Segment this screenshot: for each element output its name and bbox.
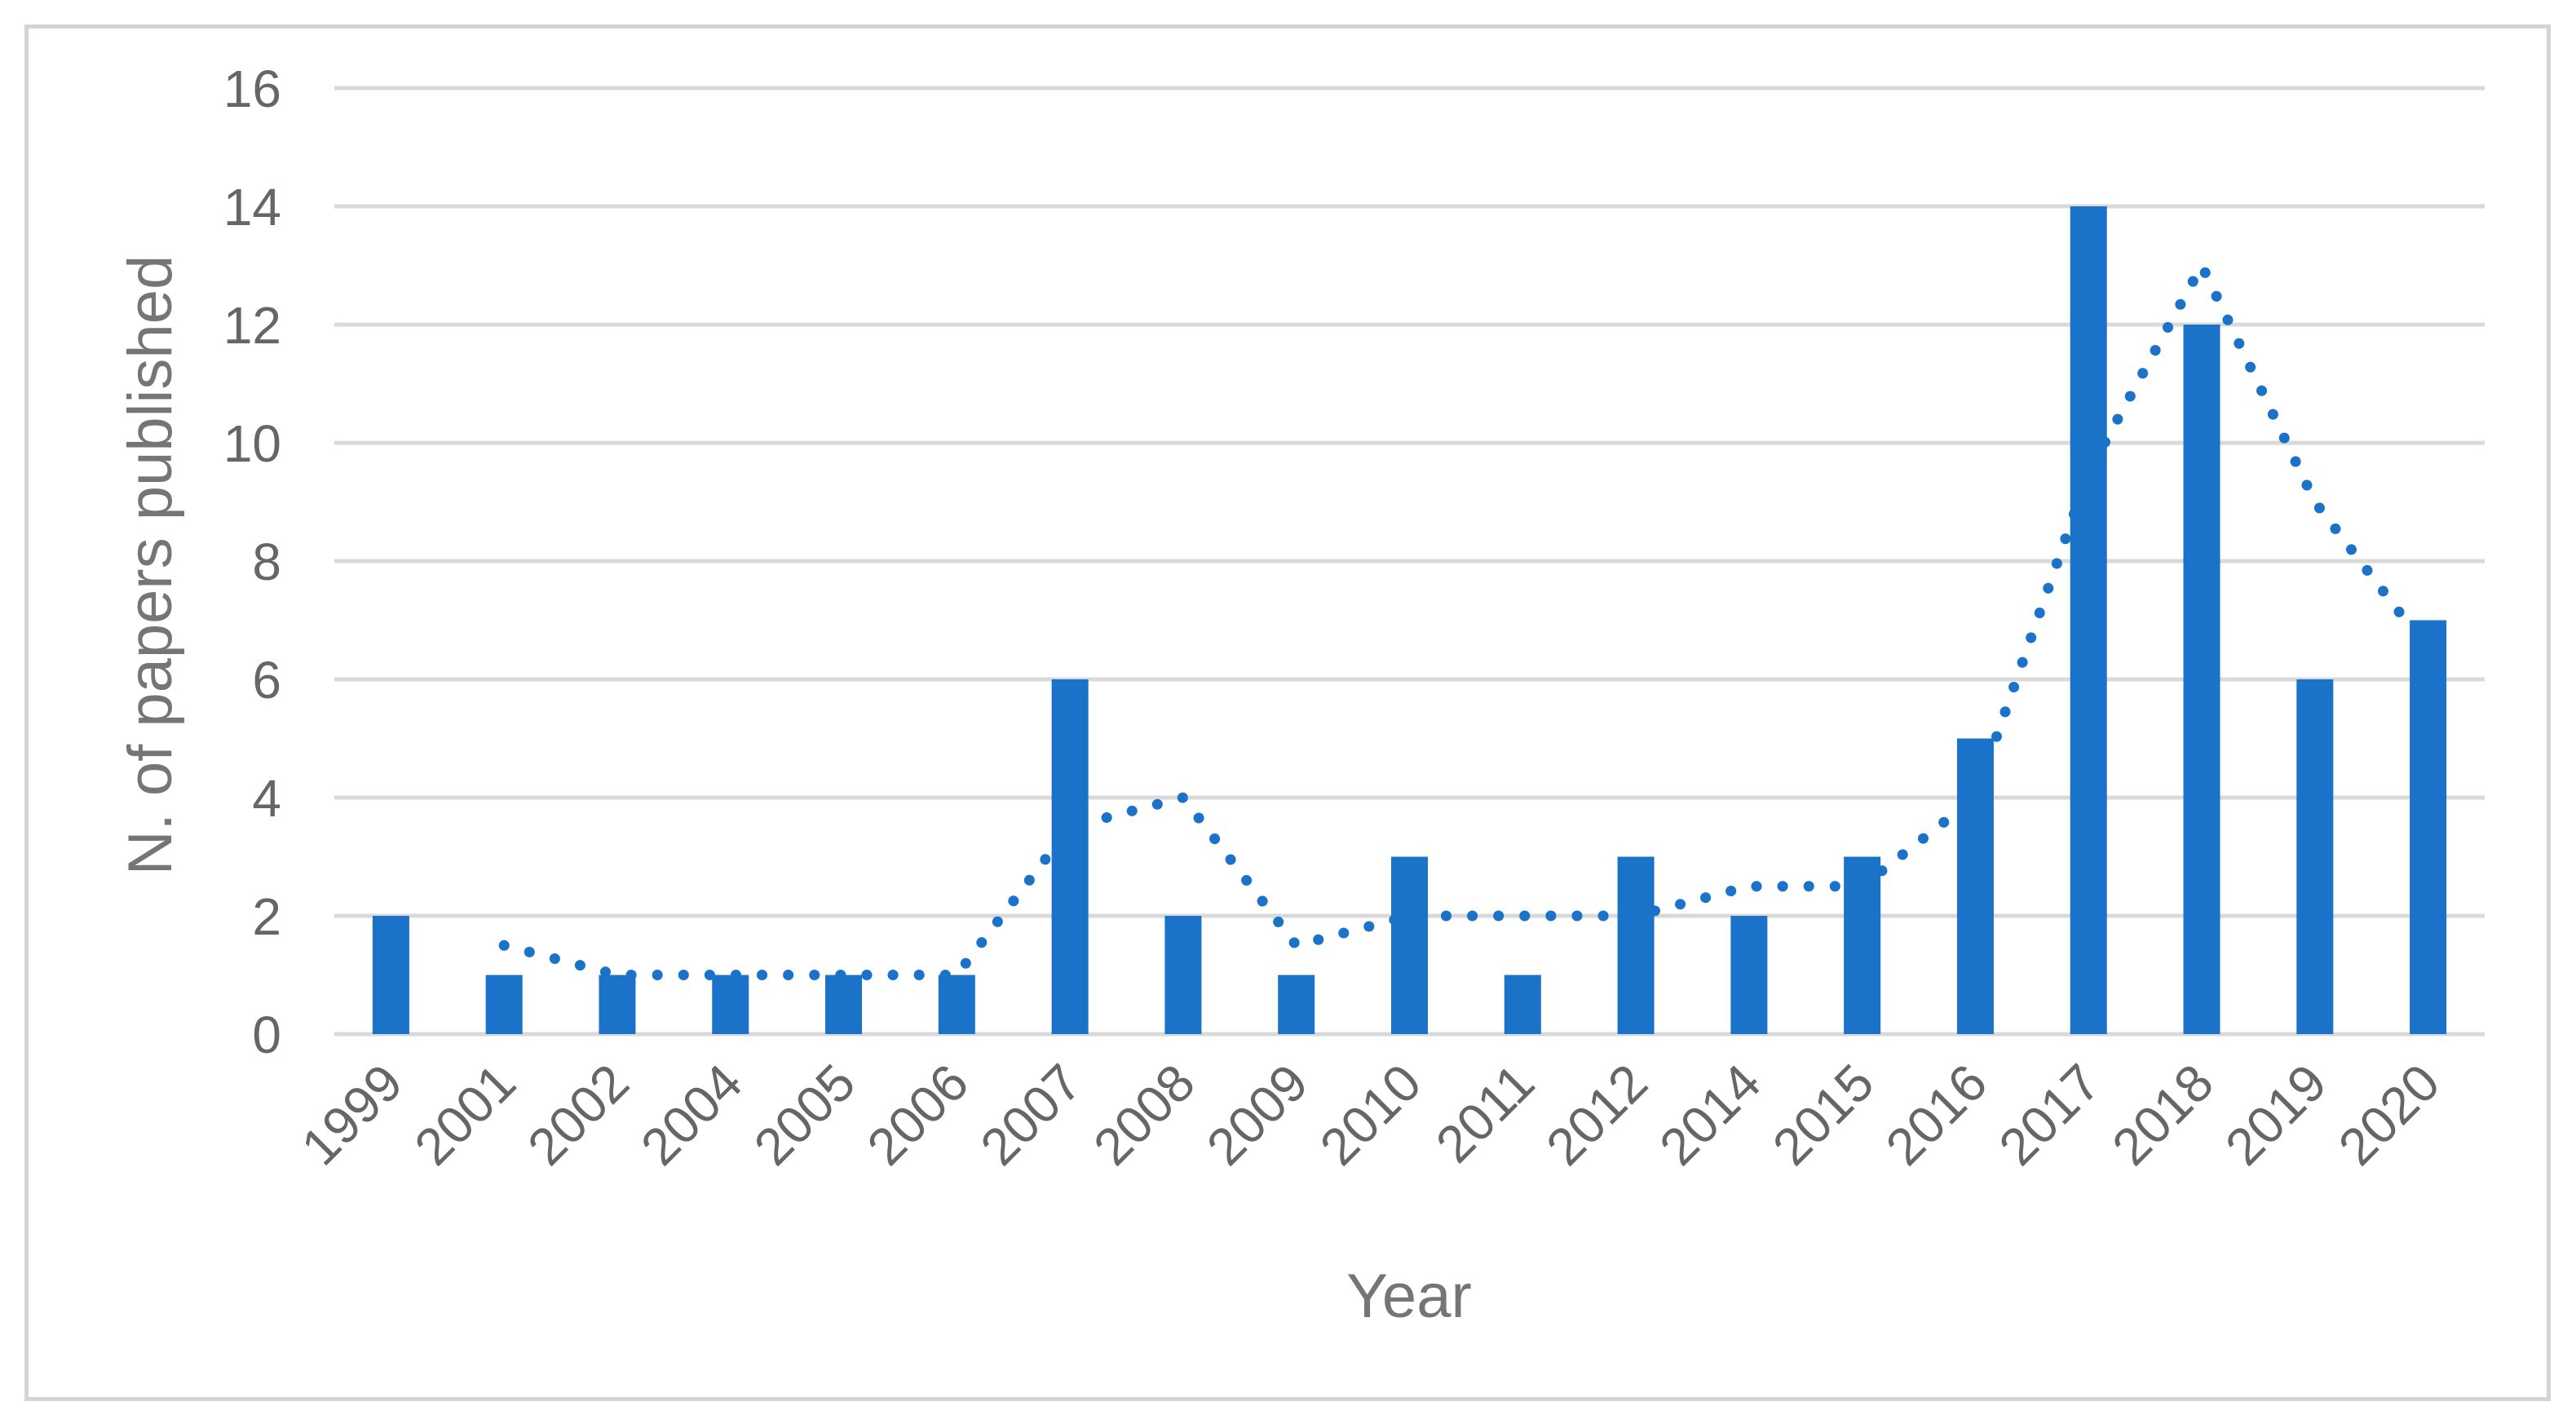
x-tick-label: 2008 [1082,1053,1206,1177]
bar-2019 [2296,679,2334,1034]
bar-1999 [372,916,409,1034]
y-tick-label: 12 [223,296,281,355]
bar-2010 [1391,856,1428,1034]
y-tick-label: 2 [252,887,281,946]
x-tick-label: 2007 [969,1053,1093,1177]
x-tick-label: 2004 [630,1053,753,1177]
bar-2004 [712,975,749,1034]
x-tick-label: 2012 [1535,1053,1659,1177]
bar-2017 [2070,206,2107,1034]
x-tick-label: 2014 [1648,1053,1772,1177]
x-tick-label: 2020 [2327,1053,2451,1177]
figure-border [24,24,2551,1401]
y-tick-label: 6 [252,651,281,710]
y-axis-title: N. of papers published [116,254,185,876]
y-tick-label: 0 [252,1006,281,1064]
x-tick-label: 2018 [2101,1053,2225,1177]
x-tick-label: 2010 [1309,1053,1433,1177]
bar-2020 [2410,620,2447,1034]
x-tick-label: 2017 [1988,1053,2112,1177]
bar-2007 [1051,679,1089,1034]
x-tick-label: 2009 [1195,1053,1319,1177]
bar-2001 [485,975,523,1034]
bar-2009 [1278,975,1315,1034]
x-tick-label: 2001 [403,1053,527,1177]
y-tick-label: 4 [252,769,281,828]
bar-2008 [1164,916,1202,1034]
x-tick-label: 2006 [856,1053,980,1177]
x-tick-label: 2016 [1875,1053,1999,1177]
trendline [498,254,2434,980]
x-tick-label: 2005 [743,1053,867,1177]
bar-2011 [1504,975,1541,1034]
y-tick-label: 14 [223,178,281,237]
x-tick-label: 2015 [1761,1053,1885,1177]
bar-2018 [2183,325,2220,1034]
bar-2014 [1730,916,1768,1034]
y-tick-label: 8 [252,533,281,591]
y-tick-label: 10 [223,414,281,473]
bar-2006 [938,975,975,1034]
bar-2012 [1617,856,1655,1034]
x-tick-label: 2011 [1425,1053,1545,1174]
bar-2002 [599,975,636,1034]
x-axis-title: Year [1346,1262,1472,1331]
x-tick-label: 2002 [516,1053,640,1177]
y-tick-label: 16 [223,60,281,118]
bar-2005 [825,975,863,1034]
x-tick-label: 1999 [290,1053,414,1177]
x-tick-label: 2019 [2214,1053,2338,1177]
